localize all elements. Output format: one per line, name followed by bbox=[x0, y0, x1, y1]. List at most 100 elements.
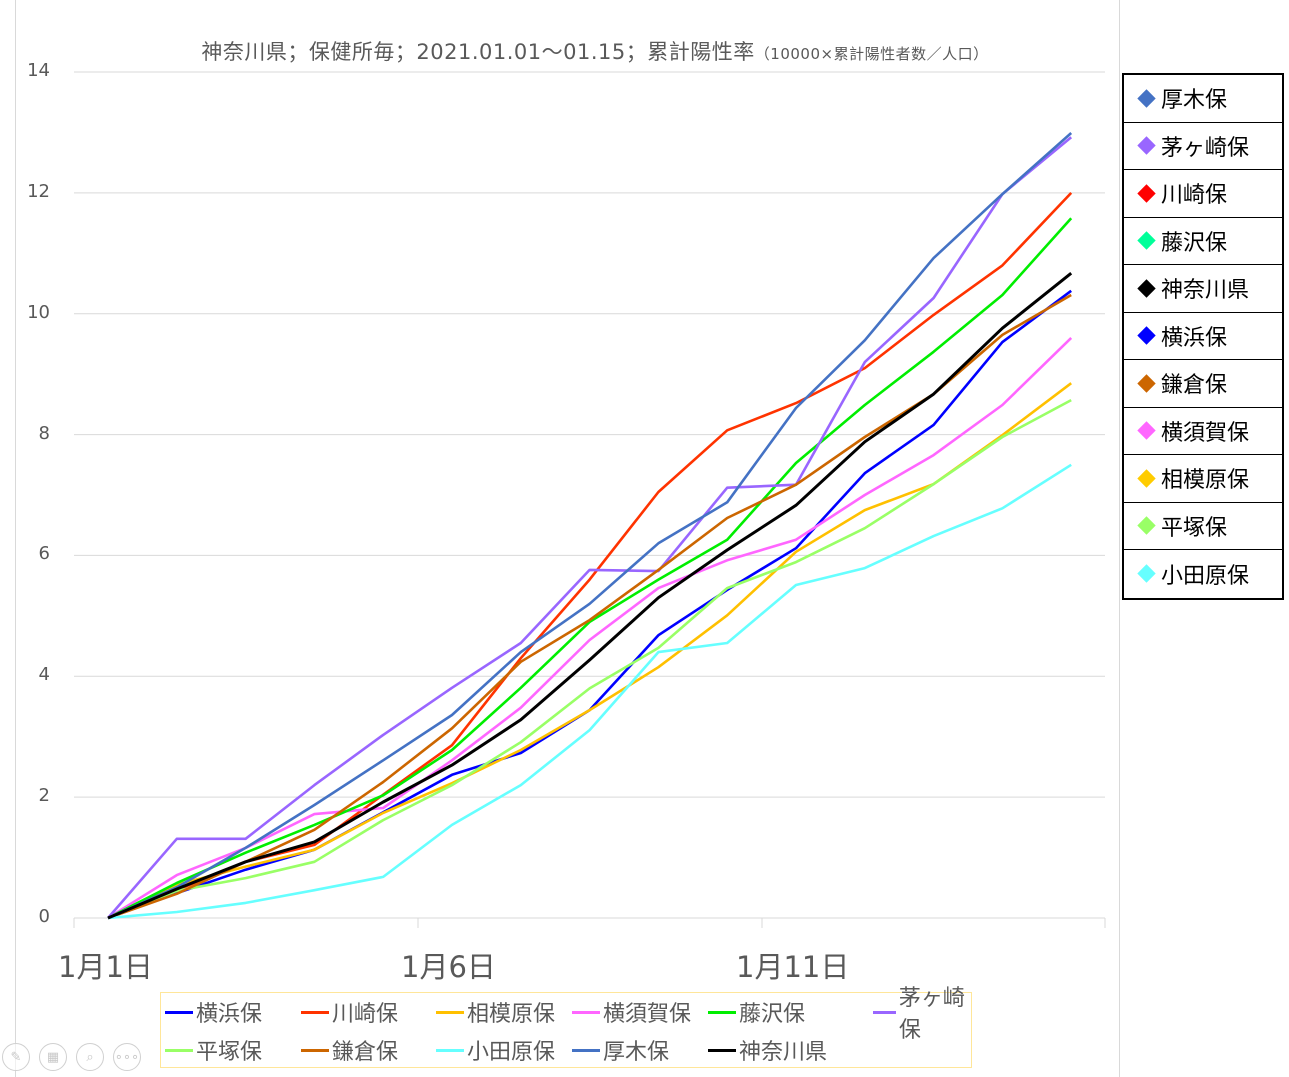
series-line bbox=[107, 217, 1073, 920]
side-legend-item: 相模原保 bbox=[1124, 455, 1282, 503]
side-legend-item: 鎌倉保 bbox=[1124, 360, 1282, 408]
series-line bbox=[107, 136, 1073, 919]
legend-label: 川崎保 bbox=[332, 1002, 399, 1027]
x-tick-label: 1月6日 bbox=[401, 950, 496, 984]
side-legend-label: 横須賀保 bbox=[1161, 420, 1250, 446]
side-legend-label: 相模原保 bbox=[1161, 468, 1250, 494]
legend-item: 茅ヶ崎保 bbox=[873, 986, 971, 1043]
x-tick-label: 1月1日 bbox=[58, 950, 153, 984]
legend-item: 相模原保 bbox=[436, 995, 555, 1029]
pen-icon[interactable]: ✎ bbox=[2, 1043, 30, 1071]
legend-label: 茅ヶ崎保 bbox=[898, 986, 965, 1043]
y-tick-label: 2 bbox=[38, 785, 50, 807]
series-line bbox=[107, 272, 1073, 920]
side-legend-item: 厚木保 bbox=[1124, 75, 1282, 123]
side-legend-label: 神奈川県 bbox=[1161, 278, 1250, 304]
legend-label: 相模原保 bbox=[467, 1002, 556, 1027]
legend-item: 川崎保 bbox=[301, 995, 398, 1029]
side-legend-item: 神奈川県 bbox=[1124, 265, 1282, 313]
series-line bbox=[107, 336, 1073, 920]
legend-swatch bbox=[708, 1048, 736, 1052]
y-tick-label: 12 bbox=[27, 180, 50, 202]
legend-item: 平塚保 bbox=[165, 1033, 262, 1067]
y-tick-label: 0 bbox=[38, 906, 50, 927]
side-legend-label: 平塚保 bbox=[1161, 515, 1228, 541]
diamond-marker-icon bbox=[1137, 326, 1156, 345]
diamond-marker-icon bbox=[1137, 516, 1156, 535]
zoom-icon[interactable]: ⌕ bbox=[76, 1043, 104, 1071]
series-lines bbox=[107, 132, 1073, 920]
legend-label: 鎌倉保 bbox=[332, 1040, 399, 1065]
chart-area bbox=[15, 0, 1120, 1077]
chart-title: 神奈川県；保健所毎；2021.01.01〜01.15；累計陽性率（10000×累… bbox=[0, 36, 1190, 66]
legend-item: 神奈川県 bbox=[708, 1033, 827, 1067]
legend-swatch bbox=[165, 1010, 193, 1014]
legend-swatch bbox=[436, 1048, 464, 1052]
diamond-marker-icon bbox=[1137, 136, 1156, 155]
side-legend-label: 川崎保 bbox=[1161, 183, 1228, 209]
series-line bbox=[107, 463, 1072, 920]
y-tick-label: 4 bbox=[38, 664, 50, 686]
chart-title-main: 神奈川県；保健所毎；2021.01.01〜01.15；累計陽性率 bbox=[201, 40, 755, 64]
y-tick-label: 14 bbox=[27, 60, 50, 81]
legend-item: 横須賀保 bbox=[572, 995, 691, 1029]
side-legend-label: 藤沢保 bbox=[1161, 230, 1228, 256]
legend-label: 藤沢保 bbox=[739, 1002, 806, 1027]
series-line bbox=[107, 132, 1073, 920]
diamond-marker-icon bbox=[1137, 231, 1156, 250]
side-legend-item: 川崎保 bbox=[1124, 170, 1282, 218]
bottom-legend: 横浜保 川崎保 相模原保 横須賀保 藤沢保 茅ヶ崎保 平塚保 鎌倉保 小田原保 厚木保 神奈川県 bbox=[160, 986, 972, 1068]
side-legend-label: 小田原保 bbox=[1161, 563, 1250, 589]
diamond-marker-icon bbox=[1137, 89, 1156, 108]
side-legend-item: 横須賀保 bbox=[1124, 408, 1282, 455]
series-line bbox=[107, 382, 1072, 920]
side-legend-label: 茅ヶ崎保 bbox=[1161, 135, 1250, 161]
legend-label: 横浜保 bbox=[196, 1002, 263, 1027]
y-tick-label: 8 bbox=[38, 422, 50, 444]
legend-label: 神奈川県 bbox=[739, 1040, 828, 1065]
legend-swatch bbox=[436, 1010, 464, 1014]
chart-title-suffix: （10000×累計陽性者数／人口） bbox=[754, 45, 989, 63]
legend-swatch bbox=[165, 1048, 193, 1052]
series-line bbox=[107, 398, 1072, 920]
slideshow-toolbar: ✎ ▦ ⌕ ∘∘∘ bbox=[2, 1043, 141, 1071]
legend-label: 小田原保 bbox=[467, 1040, 556, 1065]
legend-item: 横浜保 bbox=[165, 995, 262, 1029]
series-line bbox=[107, 293, 1072, 920]
legend-item: 小田原保 bbox=[436, 1033, 555, 1067]
x-axis bbox=[73, 918, 1106, 928]
diamond-marker-icon bbox=[1137, 279, 1156, 298]
legend-label: 横須賀保 bbox=[603, 1002, 692, 1027]
legend-label: 厚木保 bbox=[603, 1040, 670, 1065]
legend-label: 平塚保 bbox=[196, 1040, 263, 1065]
side-legend-item: 茅ヶ崎保 bbox=[1124, 123, 1282, 170]
side-legend-item: 平塚保 bbox=[1124, 503, 1282, 550]
legend-swatch bbox=[572, 1048, 600, 1052]
more-options-icon[interactable]: ∘∘∘ bbox=[113, 1043, 141, 1071]
legend-swatch bbox=[301, 1048, 329, 1052]
slides-icon[interactable]: ▦ bbox=[39, 1043, 67, 1071]
legend-swatch bbox=[708, 1010, 736, 1014]
diamond-marker-icon bbox=[1137, 374, 1156, 393]
side-legend-label: 横浜保 bbox=[1161, 325, 1228, 351]
legend-item: 藤沢保 bbox=[708, 995, 805, 1029]
legend-swatch bbox=[873, 1010, 896, 1014]
legend-item: 鎌倉保 bbox=[301, 1033, 398, 1067]
diamond-marker-icon bbox=[1137, 184, 1156, 203]
y-tick-label: 10 bbox=[27, 301, 50, 323]
legend-swatch bbox=[572, 1010, 600, 1014]
gridlines bbox=[74, 71, 1105, 919]
x-tick-label: 1月11日 bbox=[736, 950, 850, 984]
side-legend-label: 厚木保 bbox=[1161, 88, 1228, 114]
diamond-marker-icon bbox=[1137, 421, 1156, 440]
side-legend-label: 鎌倉保 bbox=[1161, 373, 1228, 399]
legend-item: 厚木保 bbox=[572, 1033, 669, 1067]
side-legend: 厚木保茅ヶ崎保川崎保藤沢保神奈川県横浜保鎌倉保横須賀保相模原保平塚保小田原保 bbox=[1122, 73, 1284, 600]
side-legend-item: 横浜保 bbox=[1124, 313, 1282, 360]
legend-swatch bbox=[301, 1010, 329, 1014]
side-legend-item: 藤沢保 bbox=[1124, 218, 1282, 265]
diamond-marker-icon bbox=[1137, 564, 1156, 583]
side-legend-item: 小田原保 bbox=[1124, 550, 1282, 598]
diamond-marker-icon bbox=[1137, 469, 1156, 488]
